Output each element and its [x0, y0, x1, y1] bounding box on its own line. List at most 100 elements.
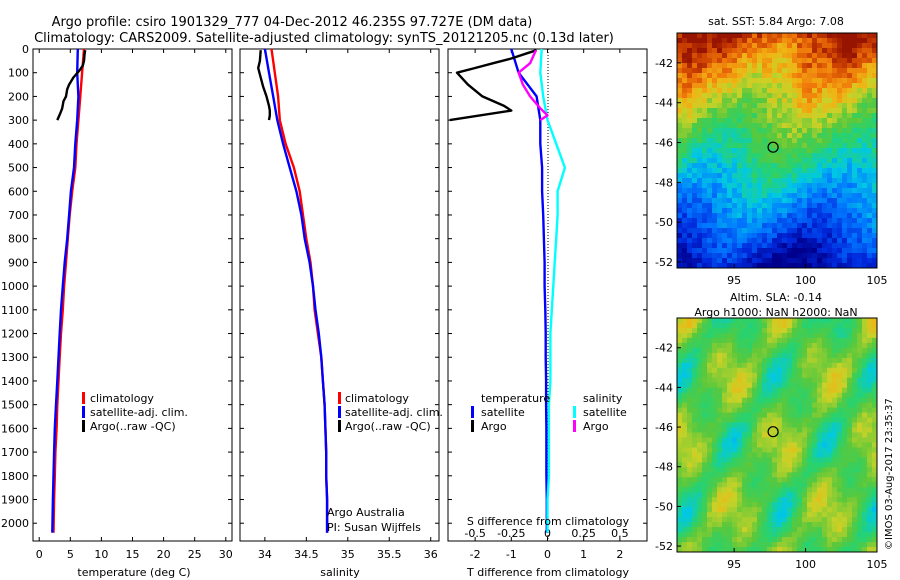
heatmap-cell [792, 432, 798, 438]
heatmap-cell [707, 337, 713, 344]
heatmap-cell [772, 168, 778, 174]
heatmap-cell [722, 417, 728, 423]
heatmap-cell [687, 422, 693, 428]
heatmap-cell [827, 248, 833, 254]
heatmap-cell [802, 527, 808, 533]
heatmap-cell [827, 143, 833, 149]
heatmap-cell [837, 258, 843, 264]
heatmap-cell [727, 158, 733, 164]
heatmap-cell [827, 178, 833, 184]
heatmap-cell [822, 48, 828, 54]
heatmap-cell [772, 248, 778, 254]
heatmap-cell [872, 78, 878, 84]
heatmap-cell [852, 467, 858, 473]
heatmap-cell [777, 402, 783, 409]
heatmap-cell [752, 318, 758, 324]
heatmap-cell [802, 88, 808, 94]
heatmap-cell [797, 512, 803, 518]
heatmap-cell [707, 487, 713, 493]
heatmap-cell [832, 253, 838, 259]
heatmap-cell [677, 347, 683, 354]
heatmap-cell [782, 83, 788, 89]
heatmap-cell [797, 537, 803, 543]
heatmap-cell [727, 332, 733, 339]
heatmap-cell [837, 103, 843, 109]
heatmap-cell [762, 233, 768, 239]
heatmap-cell [812, 43, 818, 49]
heatmap-cell [677, 452, 683, 458]
heatmap-cell [787, 427, 793, 433]
heatmap-cell [732, 402, 738, 409]
heatmap-cell [757, 447, 763, 453]
heatmap-cell [712, 83, 718, 89]
heatmap-cell [767, 477, 773, 483]
heatmap-cell [762, 48, 768, 54]
heatmap-cell [757, 108, 763, 114]
heatmap-cell [807, 492, 813, 498]
heatmap-cell [812, 447, 818, 453]
heatmap-cell [857, 33, 863, 39]
heatmap-cell [847, 193, 853, 199]
argo-location-marker [767, 141, 779, 153]
heatmap-cell [712, 352, 718, 359]
heatmap-cell [822, 198, 828, 204]
heatmap-cell [682, 68, 688, 74]
heatmap-cell [837, 467, 843, 473]
heatmap-cell [677, 148, 683, 154]
heatmap-cell [692, 437, 698, 443]
heatmap-cell [742, 178, 748, 184]
heatmap-cell [822, 58, 828, 64]
heatmap-cell [687, 367, 693, 374]
heatmap-cell [677, 542, 683, 548]
heatmap-cell [837, 158, 843, 164]
heatmap-cell [822, 263, 828, 269]
heatmap-cell [827, 462, 833, 468]
heatmap-cell [752, 218, 758, 224]
heatmap-cell [737, 38, 743, 44]
heatmap-cell [742, 462, 748, 468]
heatmap-cell [852, 497, 858, 503]
heatmap-cell [752, 342, 758, 349]
heatmap-cell [682, 198, 688, 204]
heatmap-cell [762, 78, 768, 84]
heatmap-cell [777, 263, 783, 269]
heatmap-cell [757, 208, 763, 214]
heatmap-cell [857, 218, 863, 224]
heatmap-cell [732, 412, 738, 418]
heatmap-cell [797, 387, 803, 394]
heatmap-cell [727, 43, 733, 49]
heatmap-cell [772, 108, 778, 114]
heatmap-cell [792, 183, 798, 189]
heatmap-cell [787, 248, 793, 254]
heatmap-cell [787, 387, 793, 394]
heatmap-cell [732, 178, 738, 184]
heatmap-cell [677, 218, 683, 224]
heatmap-cell [802, 198, 808, 204]
heatmap-cell [787, 437, 793, 443]
heatmap-cell [687, 392, 693, 399]
heatmap-cell [752, 158, 758, 164]
heatmap-cell [832, 98, 838, 104]
heatmap-cell [847, 258, 853, 264]
heatmap-cell [812, 168, 818, 174]
heatmap-cell [737, 198, 743, 204]
heatmap-cell [827, 522, 833, 528]
heatmap-cell [837, 218, 843, 224]
heatmap-cell [842, 138, 848, 144]
heatmap-cell [852, 372, 858, 379]
heatmap-cell [677, 83, 683, 89]
heatmap-cell [857, 183, 863, 189]
heatmap-cell [837, 58, 843, 64]
heatmap-cell [787, 477, 793, 483]
heatmap-cell [697, 208, 703, 214]
heatmap-cell [857, 48, 863, 54]
heatmap-cell [822, 133, 828, 139]
heatmap-cell [807, 213, 813, 219]
heatmap-cell [757, 78, 763, 84]
heatmap-cell [712, 113, 718, 119]
heatmap-cell [757, 253, 763, 259]
heatmap-cell [682, 372, 688, 379]
heatmap-cell [682, 492, 688, 498]
heatmap-cell [727, 417, 733, 423]
heatmap-cell [767, 178, 773, 184]
